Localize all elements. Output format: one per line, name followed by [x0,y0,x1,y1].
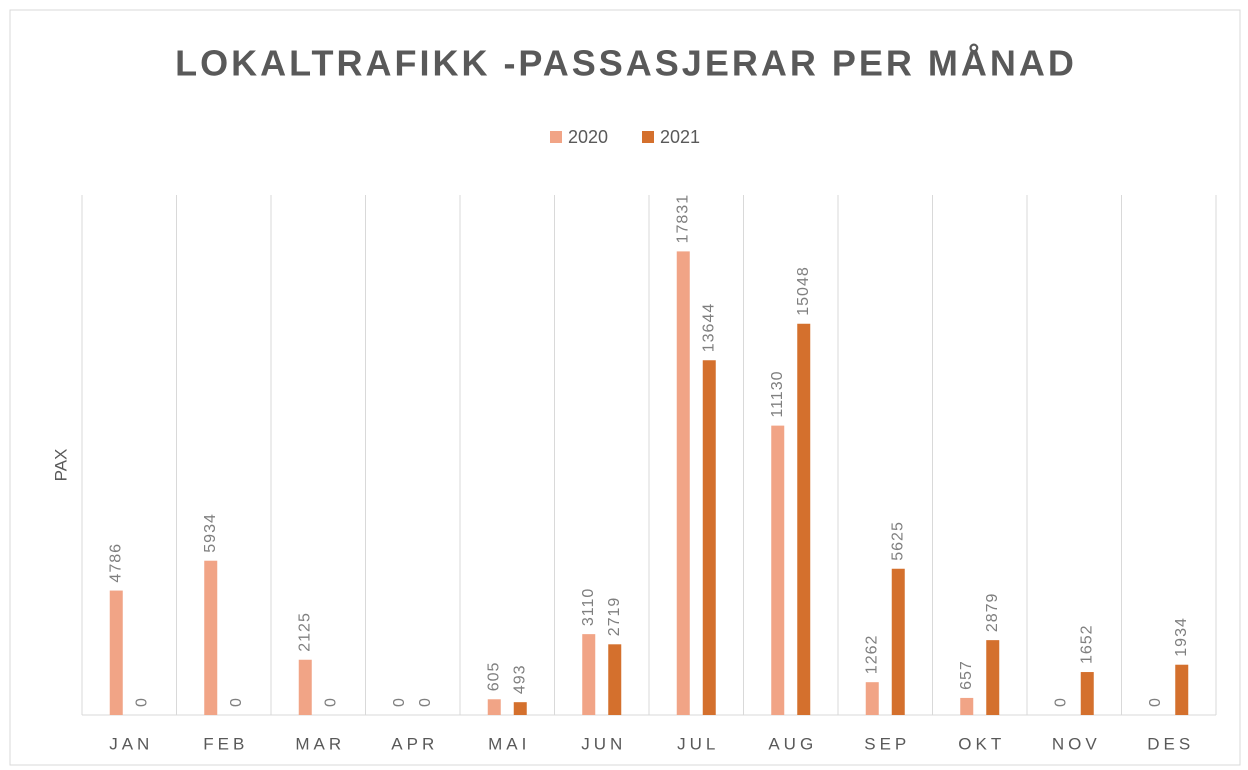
value-label: 3110 [580,588,597,626]
x-tick-label: APR [391,734,438,753]
value-label: 605 [485,662,502,692]
bar [582,634,596,715]
value-label: 13644 [700,303,717,353]
bar [986,640,1000,715]
bar [109,590,123,715]
value-label: 17831 [674,194,691,244]
x-tick-label: JUN [581,734,626,753]
value-label: 5934 [202,513,219,553]
value-label: 4786 [107,543,124,583]
value-label: 0 [228,697,245,707]
x-tick-label: JUL [677,734,719,753]
value-label: 657 [958,660,975,690]
value-label: 0 [417,697,434,707]
value-label: 2125 [296,612,313,652]
value-label: 0 [1147,697,1164,707]
bar [513,702,527,715]
bar [771,425,785,715]
bar [891,568,905,715]
bar [797,323,811,715]
legend-swatch [642,131,654,143]
x-tick-label: FEB [203,734,248,753]
x-tick-label: AUG [768,734,817,753]
legend-label: 2021 [660,127,700,147]
bar [1080,672,1094,715]
value-label: 1262 [863,635,880,675]
value-label: 5625 [889,521,906,561]
bar [204,560,218,715]
x-tick-label: JAN [109,734,153,753]
legend-label: 2020 [568,127,608,147]
x-tick-label: OKT [958,734,1005,753]
bar [487,699,501,715]
y-axis-label: PAX [51,449,70,482]
value-label: 11130 [769,370,786,417]
bar [702,360,716,715]
value-label: 15048 [795,266,812,316]
value-label: 493 [511,664,528,694]
value-label: 1934 [1173,617,1190,657]
bar [865,682,879,715]
value-label: 1652 [1078,624,1095,664]
chart-title: LOKALTRAFIKK -PASSASJERAR PER MÅNAD [175,43,1077,84]
bar [1175,664,1189,715]
x-tick-label: MAI [488,734,530,753]
x-tick-label: DES [1147,734,1194,753]
chart-frame [9,9,1241,766]
value-label: 0 [322,697,339,707]
bar [676,251,690,716]
value-label: 0 [1052,697,1069,707]
value-label: 0 [133,697,150,707]
value-label: 2719 [606,597,623,637]
bar [298,659,312,715]
value-label: 2879 [984,593,1001,633]
bar [608,644,622,715]
legend-swatch [550,131,562,143]
bar [960,697,974,715]
x-tick-label: NOV [1052,734,1101,753]
x-tick-label: SEP [864,734,910,753]
x-tick-label: MAR [295,734,345,753]
value-label: 0 [391,697,408,707]
